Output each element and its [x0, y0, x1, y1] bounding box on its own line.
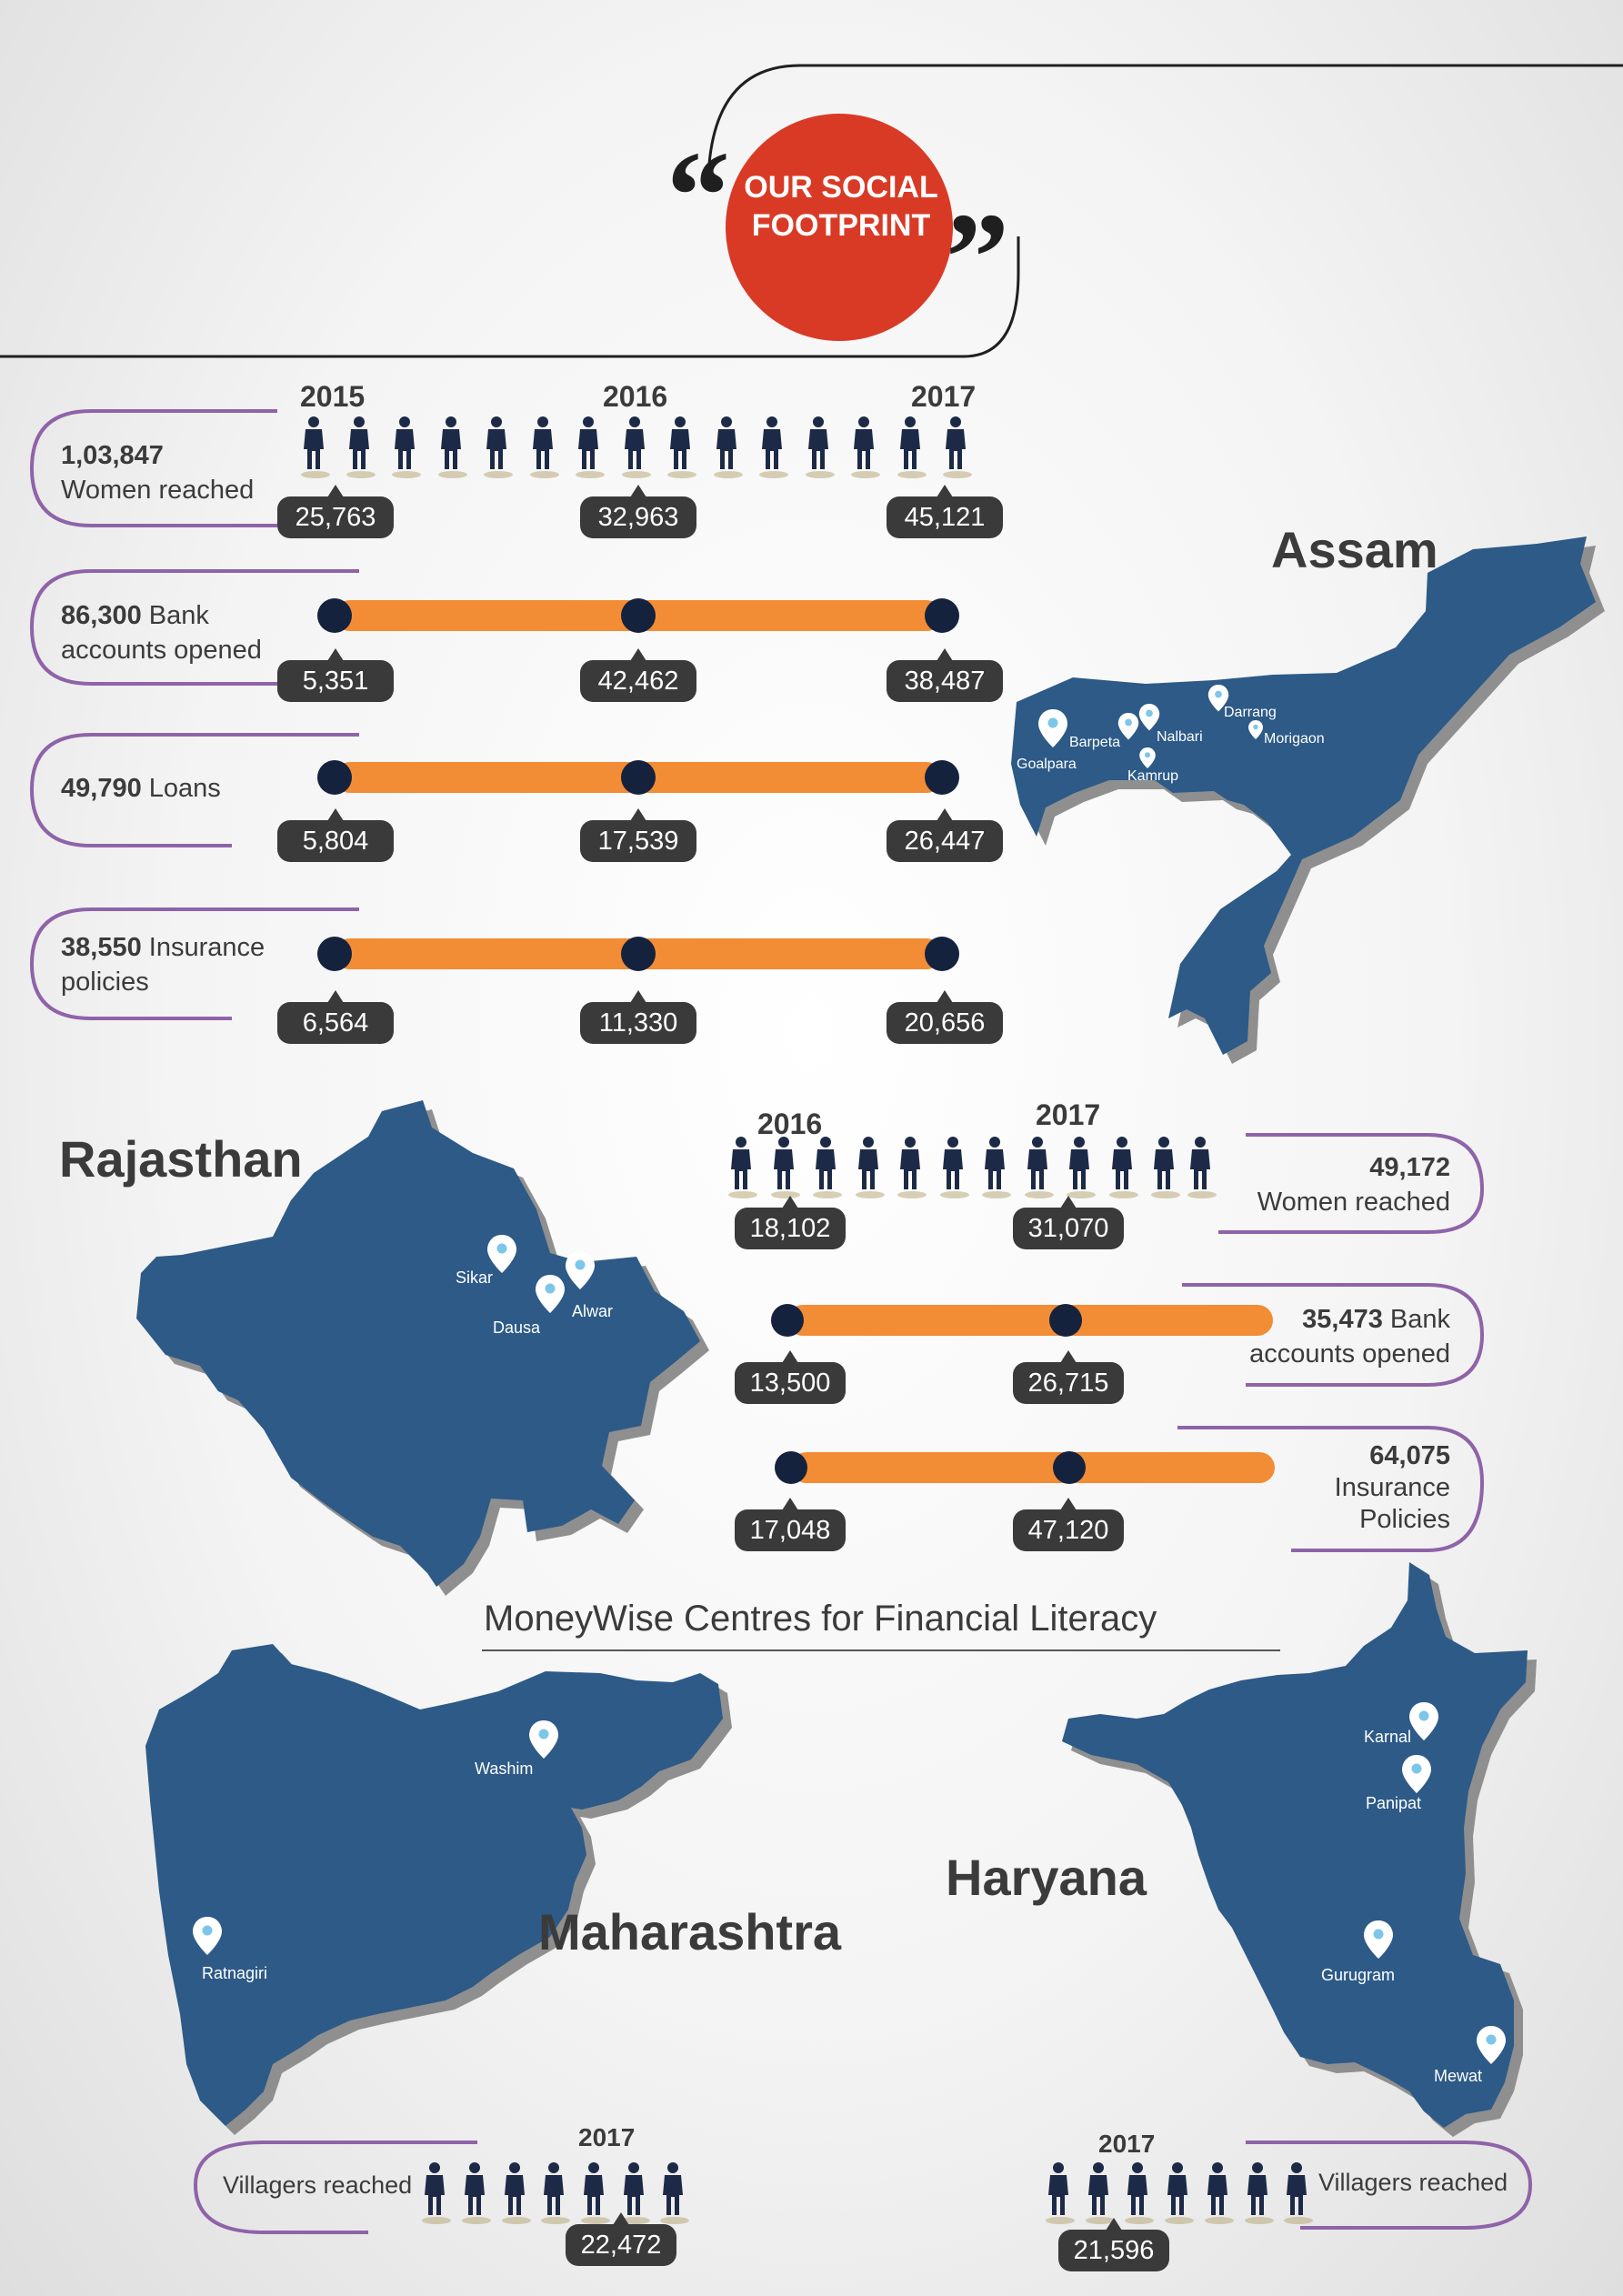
villagers-brackets — [193, 2141, 1533, 2234]
rajasthan-bank-total: 35,473 — [1302, 1305, 1383, 1334]
rajasthan-insurance-2016: 17,048 — [735, 1498, 846, 1551]
assam-insurance-label-1: Insurance — [148, 933, 265, 962]
district-kamrup: Kamrup — [1127, 768, 1179, 784]
assam-dots — [317, 598, 959, 971]
rajasthan-insurance-2017: 47,120 — [1013, 1498, 1124, 1551]
close-quote-icon: ” — [946, 187, 1009, 328]
maharashtra-state-name: Maharashtra — [538, 1903, 842, 1960]
district-alwar: Alwar — [572, 1302, 614, 1320]
assam-insurance-label-2: policies — [61, 968, 149, 997]
header-line-top — [707, 64, 1623, 165]
assam-loans-total: 49,790 — [61, 774, 142, 803]
district-karnal: Karnal — [1364, 1728, 1412, 1746]
district-dausa: Dausa — [493, 1318, 541, 1337]
rajasthan-insurance-label-1: Insurance — [1334, 1473, 1450, 1502]
page-title: OUR SOCIAL FOOTPRINT — [718, 168, 964, 245]
district-goalpara: Goalpara — [1017, 757, 1077, 772]
haryana-state-name: Haryana — [946, 1849, 1147, 1906]
district-sikar: Sikar — [456, 1268, 494, 1287]
rajasthan-bank-label-1: Bank — [1389, 1305, 1450, 1334]
moneywise-title: MoneyWise Centres for Financial Literacy — [484, 1599, 1157, 1639]
rajasthan-bank-2016: 13,500 — [735, 1350, 846, 1404]
district-barpeta: Barpeta — [1069, 735, 1121, 750]
maharashtra-people-row — [422, 2162, 689, 2224]
assam-people-row — [301, 416, 972, 478]
rajasthan-insurance-total: 64,075 — [1369, 1441, 1450, 1470]
assam-women-stat: 1,03,847 Women reached — [61, 438, 254, 507]
rajasthan-bank-stat: 35,473 Bank accounts opened — [1191, 1302, 1450, 1371]
assam-map — [1011, 536, 1605, 1064]
rajasthan-insurance-stat: 64,075 Insurance Policies — [1282, 1440, 1450, 1536]
assam-bank-2017: 38,487 — [887, 648, 1003, 702]
assam-bank-2015: 5,351 — [277, 648, 394, 702]
rajasthan-bank-label-2: accounts opened — [1249, 1339, 1450, 1369]
rajasthan-women-2016: 18,102 — [735, 1196, 846, 1249]
assam-loans-2016: 17,539 — [580, 808, 696, 862]
district-ratnagiri: Ratnagiri — [202, 1964, 268, 1982]
district-mewat: Mewat — [1434, 2067, 1483, 2085]
assam-brackets — [29, 409, 359, 1020]
district-darrang: Darrang — [1224, 705, 1277, 720]
assam-year-2015: 2015 — [300, 380, 366, 413]
rajasthan-year-2017: 2017 — [1036, 1098, 1101, 1131]
haryana-people-row — [1046, 2162, 1313, 2224]
district-gurugram: Gurugram — [1321, 1966, 1396, 1984]
title-line-2: FOOTPRINT — [751, 208, 931, 243]
rajasthan-insurance-label-2: Policies — [1359, 1505, 1450, 1534]
assam-insurance-2015: 6,564 — [277, 990, 394, 1044]
assam-loans-stat: 49,790 Loans — [61, 771, 221, 806]
assam-insurance-stat: 38,550 Insurance policies — [61, 930, 265, 999]
open-quote-icon: “ — [666, 125, 730, 266]
district-panipat: Panipat — [1366, 1794, 1422, 1812]
assam-bank-label-2: accounts opened — [61, 636, 262, 665]
assam-bank-2016: 42,462 — [580, 648, 696, 702]
rajasthan-women-stat: 49,172 Women reached — [1209, 1150, 1450, 1219]
assam-women-total: 1,03,847 — [61, 441, 164, 470]
rajasthan-women-label: Women reached — [1257, 1188, 1450, 1217]
assam-insurance-2017: 20,656 — [887, 990, 1003, 1044]
assam-women-2017: 45,121 — [887, 485, 1003, 538]
rajasthan-people-row — [728, 1137, 1217, 1198]
header-line-bottom — [0, 236, 1020, 358]
rajasthan-map — [136, 1100, 709, 1596]
district-morigaon: Morigaon — [1264, 731, 1325, 747]
rajasthan-dots — [771, 1304, 1086, 1484]
district-nalbari: Nalbari — [1157, 729, 1203, 745]
assam-bank-stat: 86,300 Bank accounts opened — [61, 598, 262, 667]
assam-state-name: Assam — [1271, 521, 1438, 578]
assam-year-2016: 2016 — [603, 380, 668, 413]
assam-women-label: Women reached — [61, 476, 255, 505]
haryana-villagers-label: Villagers reached — [1318, 2169, 1508, 2196]
assam-loans-2017: 26,447 — [887, 808, 1003, 862]
assam-loans-2015: 5,804 — [277, 808, 394, 862]
rajasthan-women-total: 49,172 — [1369, 1153, 1450, 1182]
assam-bank-label-1: Bank — [148, 601, 209, 630]
rajasthan-bank-2017: 26,715 — [1013, 1350, 1124, 1404]
rajasthan-brackets — [1177, 1133, 1485, 1552]
rajasthan-state-name: Rajasthan — [59, 1130, 303, 1188]
assam-insurance-total: 38,550 — [61, 933, 142, 962]
maharashtra-map — [145, 1644, 732, 2135]
haryana-year: 2017 — [1098, 2130, 1156, 2158]
rajasthan-year-2016: 2016 — [757, 1108, 823, 1140]
title-line-1: OUR SOCIAL — [744, 170, 938, 205]
maharashtra-year: 2017 — [578, 2123, 636, 2151]
district-washim: Washim — [475, 1760, 534, 1778]
maharashtra-villagers-value: 22,472 — [566, 2212, 676, 2266]
assam-year-2017: 2017 — [911, 380, 977, 413]
assam-women-2016: 32,963 — [580, 485, 696, 538]
haryana-villagers-value: 21,596 — [1058, 2218, 1169, 2271]
maharashtra-villagers-label: Villagers reached — [223, 2171, 413, 2199]
rajasthan-women-2017: 31,070 — [1013, 1196, 1124, 1249]
assam-women-2015: 25,763 — [277, 485, 394, 538]
assam-bank-total: 86,300 — [61, 601, 142, 630]
assam-loans-label: Loans — [148, 774, 221, 803]
assam-insurance-2016: 11,330 — [580, 990, 696, 1044]
title-circle — [726, 114, 953, 341]
rajasthan-bars — [787, 1305, 1275, 1483]
